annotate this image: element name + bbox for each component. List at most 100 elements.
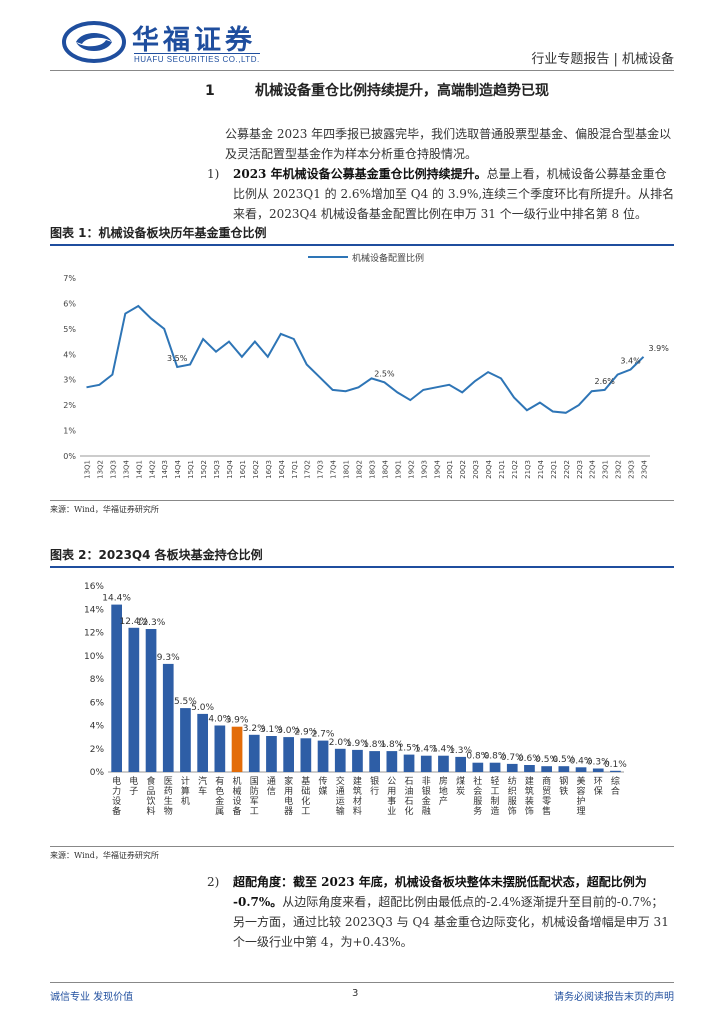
list-number: 2) — [207, 875, 220, 889]
x-tick-label: 20Q3 — [472, 460, 480, 479]
category-label: 交通运输 — [336, 775, 345, 817]
category-label: 商贸零售 — [542, 775, 551, 817]
category-label: 基础化工 — [301, 775, 310, 817]
bar — [558, 766, 570, 772]
category-label: 食品饮料 — [146, 775, 155, 817]
x-tick-label: 13Q1 — [83, 460, 91, 479]
x-tick-label: 19Q4 — [433, 459, 441, 478]
bar — [610, 770, 621, 772]
bar — [575, 767, 587, 772]
page-number: 3 — [352, 988, 359, 999]
bar — [334, 748, 346, 773]
x-tick-label: 13Q2 — [96, 460, 104, 479]
bar — [283, 737, 294, 772]
point-1-body: 总量上看，机械设备公募基金重仓比例从 2023Q1 的 2.6%增加至 Q4 的… — [233, 167, 675, 221]
bar-value-label: 3.2% — [243, 724, 266, 734]
x-tick-label: 16Q4 — [278, 459, 286, 478]
bar-value-label: 0.5% — [552, 755, 575, 765]
category-label: 通信 — [267, 776, 276, 797]
y-tick-label: 10% — [84, 652, 104, 662]
bar-value-label: 0.1% — [604, 760, 627, 770]
bar-value-label: 4.0% — [208, 715, 231, 725]
category-label: 医药生物 — [164, 776, 173, 817]
bar-value-label: 0.4% — [570, 756, 593, 766]
category-label: 非银金融 — [422, 775, 431, 817]
bar — [438, 755, 449, 772]
bar-value-label: 0.3% — [587, 758, 610, 768]
x-tick-label: 20Q4 — [485, 459, 493, 478]
footer-slogan: 诚信专业 发现价值 — [50, 992, 134, 1003]
bar — [541, 766, 552, 772]
x-tick-label: 17Q1 — [291, 460, 299, 479]
bar-value-label: 14.4% — [102, 594, 131, 604]
x-tick-label: 20Q2 — [459, 460, 467, 479]
x-tick-label: 14Q3 — [161, 460, 169, 479]
y-tick-label: 14% — [84, 605, 104, 615]
bar-value-label: 9.3% — [157, 653, 180, 663]
data-label: 3.4% — [620, 357, 641, 366]
x-tick-label: 13Q4 — [122, 459, 130, 478]
y-tick-label: 6% — [63, 299, 76, 308]
x-tick-label: 23Q4 — [641, 459, 649, 478]
bar — [266, 736, 277, 772]
y-tick-label: 12% — [84, 629, 104, 639]
bar-value-label: 5.5% — [174, 697, 197, 707]
x-tick-label: 22Q3 — [576, 460, 584, 479]
x-tick-label: 15Q3 — [213, 460, 221, 479]
bar — [248, 734, 260, 772]
y-tick-label: 4% — [63, 350, 76, 359]
y-tick-label: 6% — [90, 698, 105, 708]
bar-value-label: 1.5% — [398, 744, 421, 754]
bar-value-label: 0.8% — [484, 752, 507, 762]
bar — [352, 749, 363, 772]
category-label: 钢铁 — [559, 775, 568, 797]
x-tick-label: 22Q4 — [589, 459, 597, 478]
x-tick-label: 14Q2 — [148, 460, 156, 479]
x-tick-label: 21Q3 — [524, 460, 532, 479]
figure-1-source: 来源：Wind，华福证券研究所 — [50, 500, 674, 515]
x-tick-label: 22Q2 — [563, 460, 571, 479]
category-label: 石油石化 — [404, 777, 413, 817]
point-1-paragraph: 2023 年机械设备公募基金重仓比例持续提升。总量上看，机械设备公募基金重仓比例… — [233, 164, 675, 224]
legend-label: 机械设备配置比例 — [352, 252, 424, 264]
bar — [180, 708, 191, 772]
bar-chart: 0% 2% 4% 6% 8% 10% 12% 14% 16% 14.4% 电力设备 12.4% 电子 12… — [84, 582, 627, 817]
bar-value-label: 1.4% — [432, 745, 455, 755]
bar-value-label: 2.7% — [312, 730, 335, 740]
figure-1-title: 图表 1：机械设备板块历年基金重仓比例 — [50, 224, 674, 246]
bar — [197, 713, 208, 772]
bar-value-label: 2.0% — [329, 738, 352, 748]
bar — [214, 725, 226, 772]
y-tick-label: 0% — [90, 768, 105, 778]
point-2-body: 从边际角度来看，超配比例由最低点的-2.4%逐渐提升至目前的-0.7%；另一方面… — [233, 895, 669, 949]
bar-value-label: 1.3% — [449, 746, 472, 756]
y-tick-label: 2% — [63, 401, 76, 410]
line-chart: 机械设备配置比例 0% 1% 2% 3% 4% 5% 6% 7% 13Q1 13Q2 13Q3 13Q… — [63, 252, 669, 479]
x-tick-label: 16Q3 — [265, 460, 273, 479]
logo-text: 华福证券 — [132, 25, 256, 56]
series-line — [86, 304, 645, 414]
category-label: 环保 — [594, 776, 603, 797]
bar — [524, 765, 535, 772]
bar-value-label: 0.8% — [466, 752, 489, 762]
category-label: 计算机 — [181, 775, 190, 807]
x-tick-label: 21Q1 — [498, 460, 506, 479]
bar-value-label: 0.6% — [518, 754, 541, 764]
category-label: 国防军工 — [250, 776, 259, 817]
bar — [592, 768, 604, 772]
bar-value-label: 12.4% — [120, 617, 149, 627]
bar-value-label: 3.1% — [260, 725, 283, 735]
bar — [317, 740, 329, 772]
x-tick-label: 13Q3 — [109, 460, 117, 479]
y-tick-label: 1% — [63, 427, 76, 436]
x-tick-label: 18Q1 — [343, 460, 351, 479]
x-tick-label: 18Q3 — [368, 460, 376, 479]
category-label: 综合 — [611, 775, 620, 797]
footer-disclaimer: 请务必阅读报告末页的声明 — [554, 992, 674, 1003]
bar-value-label: 3.0% — [277, 726, 300, 736]
list-number: 1) — [207, 167, 220, 181]
logo-icon — [62, 21, 126, 63]
bar-value-label: 12.3% — [137, 618, 166, 628]
x-tick-label: 23Q3 — [628, 460, 636, 479]
x-tick-label: 21Q4 — [537, 459, 545, 478]
